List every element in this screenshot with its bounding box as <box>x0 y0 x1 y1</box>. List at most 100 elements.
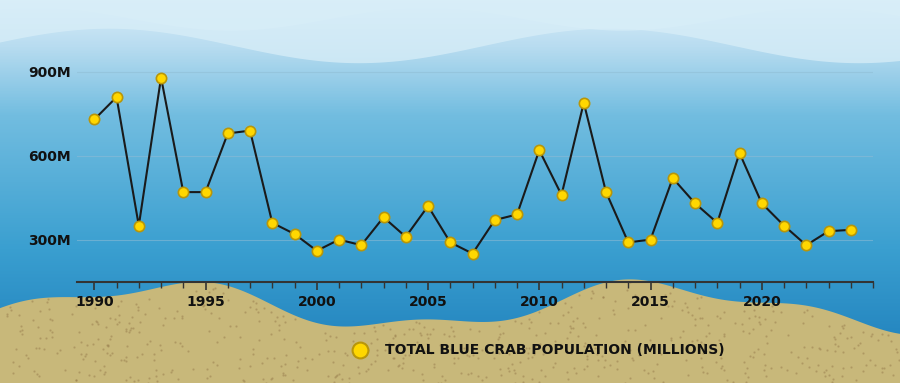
Point <box>249 306 264 312</box>
Point <box>822 322 836 329</box>
Point <box>418 348 433 354</box>
Point <box>237 377 251 383</box>
Point <box>487 355 501 361</box>
Point <box>264 376 278 382</box>
Point <box>488 217 502 223</box>
Point <box>202 327 217 334</box>
Point <box>694 363 708 370</box>
Point <box>68 303 83 309</box>
Point <box>825 376 840 383</box>
Point <box>817 373 832 379</box>
Point <box>72 329 86 336</box>
Point <box>220 130 235 136</box>
Point <box>701 329 716 336</box>
Point <box>42 316 57 322</box>
Point <box>68 377 83 383</box>
Point <box>447 333 462 339</box>
Point <box>680 304 694 310</box>
Point <box>82 372 96 378</box>
Point <box>716 333 731 339</box>
Point <box>351 364 365 370</box>
Point <box>663 337 678 344</box>
Point <box>610 358 625 364</box>
PathPatch shape <box>0 0 900 63</box>
Point <box>666 175 680 181</box>
Point <box>492 323 507 329</box>
Point <box>554 192 569 198</box>
Point <box>147 357 161 363</box>
Point <box>203 309 218 316</box>
Point <box>570 314 584 321</box>
Point <box>122 329 137 335</box>
Point <box>596 294 610 300</box>
Point <box>90 319 104 325</box>
Point <box>738 370 752 376</box>
Point <box>531 309 545 316</box>
Point <box>436 331 451 337</box>
Point <box>796 320 810 326</box>
Point <box>258 380 273 383</box>
Point <box>780 332 795 338</box>
Point <box>585 288 599 295</box>
Point <box>65 311 79 317</box>
Text: TOTAL BLUE CRAB POPULATION (MILLIONS): TOTAL BLUE CRAB POPULATION (MILLIONS) <box>385 344 724 357</box>
Point <box>361 366 375 372</box>
Point <box>384 342 399 348</box>
Point <box>443 239 457 246</box>
Point <box>171 376 185 382</box>
Point <box>708 359 723 365</box>
Point <box>121 343 135 349</box>
Point <box>338 350 352 356</box>
Point <box>831 343 845 349</box>
Point <box>658 292 672 298</box>
Point <box>123 374 138 380</box>
Point <box>421 335 436 341</box>
Point <box>742 353 757 359</box>
Point <box>112 319 126 325</box>
Point <box>129 301 143 307</box>
Point <box>822 228 836 234</box>
Point <box>516 373 530 379</box>
Point <box>410 339 424 345</box>
Point <box>367 358 382 364</box>
Point <box>424 350 438 356</box>
Point <box>175 313 189 319</box>
Point <box>354 242 368 248</box>
Point <box>577 343 591 349</box>
Point <box>475 377 490 383</box>
Point <box>74 350 88 357</box>
Point <box>580 353 594 359</box>
Point <box>518 345 533 352</box>
Point <box>181 348 195 354</box>
Point <box>538 331 553 337</box>
Point <box>672 334 687 340</box>
Point <box>342 375 356 381</box>
Point <box>104 352 118 358</box>
Point <box>800 307 814 313</box>
Point <box>667 298 681 304</box>
Point <box>68 344 82 350</box>
Point <box>100 342 114 348</box>
Point <box>270 314 284 320</box>
Point <box>508 349 522 355</box>
Point <box>383 326 398 332</box>
Point <box>32 345 46 352</box>
Point <box>764 327 778 333</box>
Point <box>131 308 146 314</box>
Point <box>175 343 189 349</box>
Point <box>627 292 642 298</box>
Point <box>327 380 341 383</box>
Point <box>577 366 591 372</box>
Point <box>140 340 155 347</box>
Point <box>233 334 248 340</box>
Point <box>42 306 57 313</box>
Point <box>569 370 583 376</box>
Point <box>757 367 771 373</box>
Point <box>471 355 485 361</box>
Point <box>714 346 728 352</box>
Point <box>735 321 750 327</box>
Point <box>0 313 14 319</box>
Point <box>320 373 335 379</box>
Point <box>72 369 86 375</box>
Point <box>413 332 428 338</box>
